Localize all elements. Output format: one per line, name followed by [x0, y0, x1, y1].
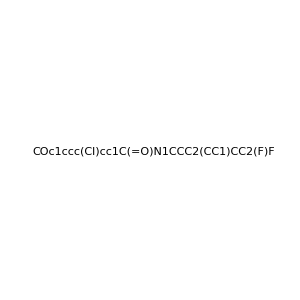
Text: COc1ccc(Cl)cc1C(=O)N1CCC2(CC1)CC2(F)F: COc1ccc(Cl)cc1C(=O)N1CCC2(CC1)CC2(F)F [32, 146, 275, 157]
